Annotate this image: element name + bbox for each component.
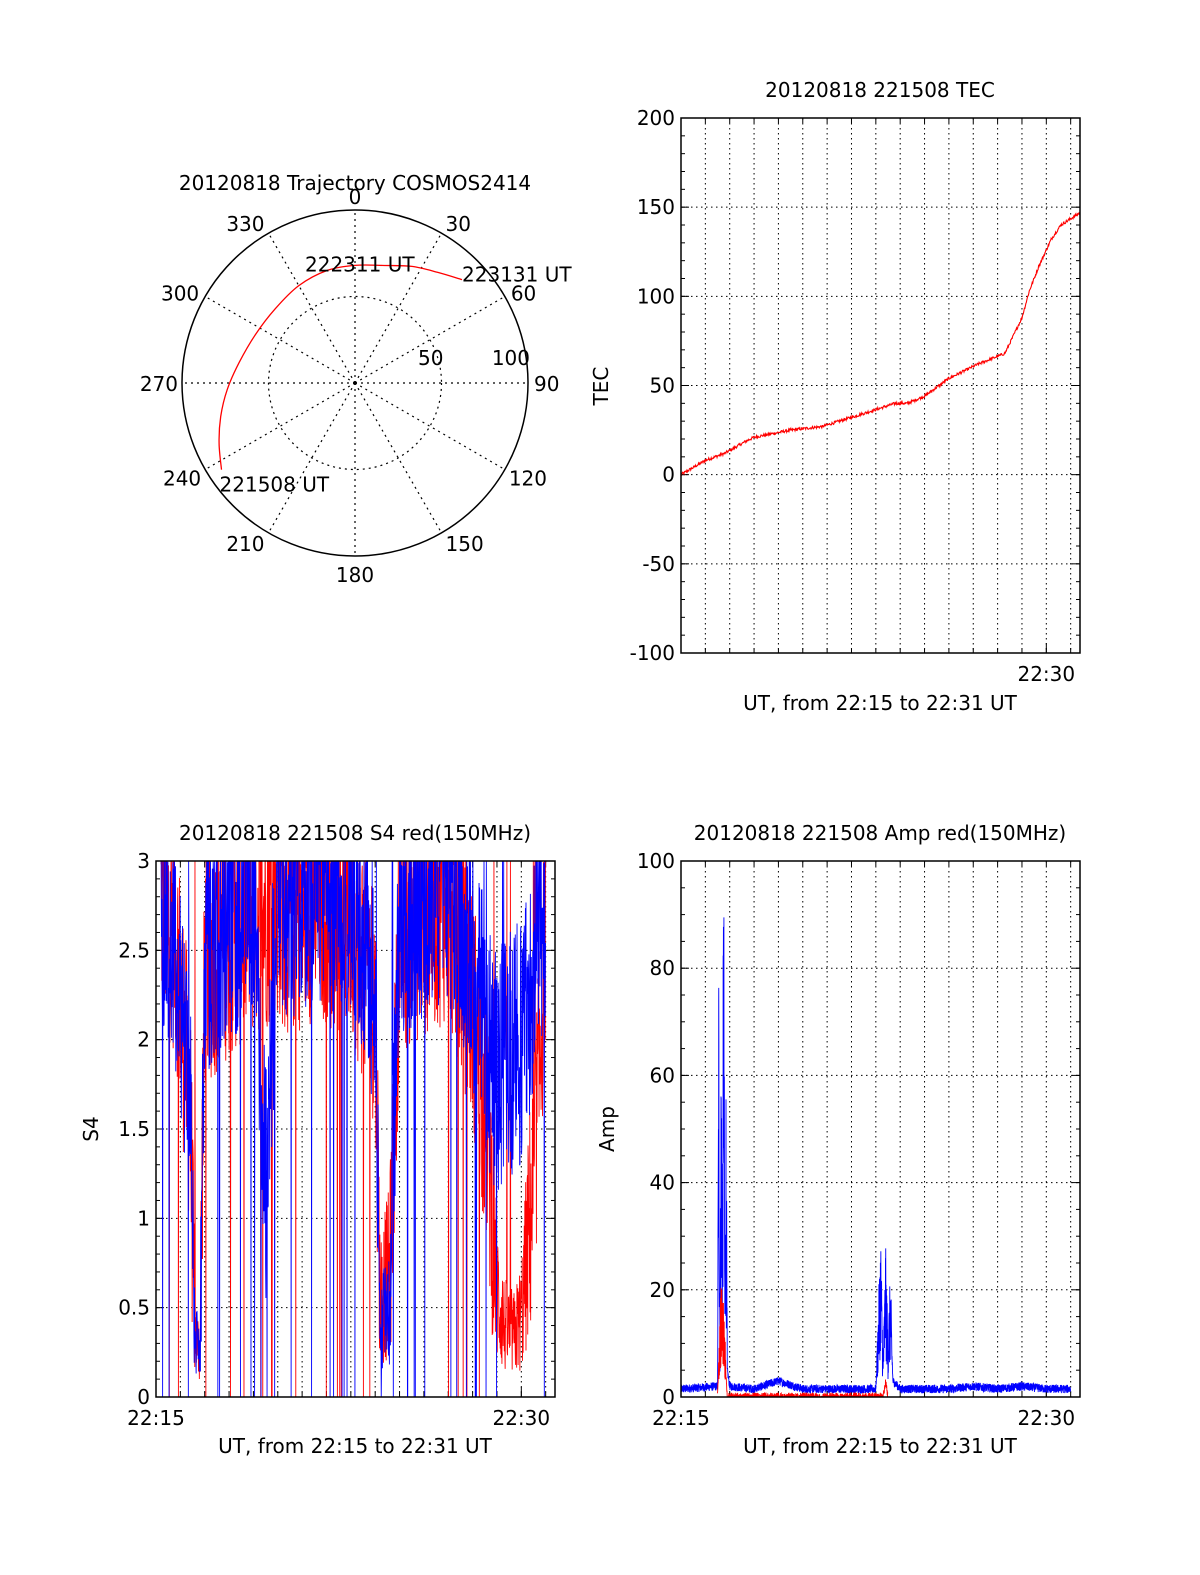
y-tick-label: 80 bbox=[650, 956, 675, 980]
series-line bbox=[681, 211, 1080, 477]
axes-frame bbox=[680, 117, 1081, 654]
polar-title: 20120818 Trajectory COSMOS2414 bbox=[179, 171, 531, 195]
polar-azimuth-label: 30 bbox=[446, 212, 471, 236]
tec-xlabel: UT, from 22:15 to 22:31 UT bbox=[743, 691, 1018, 715]
polar-annotations: 221508 UT 222311 UT 223131 UT bbox=[220, 252, 573, 496]
y-tick-label: 2.5 bbox=[118, 938, 150, 962]
polar-radial-label: 50 bbox=[418, 346, 443, 370]
s4-plot-area: 0 0.5 1 1.5 2 2.5 3 22:15 22:30 bbox=[118, 849, 556, 1430]
polar-outer-circle bbox=[181, 209, 529, 557]
polar-spoke bbox=[354, 295, 506, 384]
x-tick-label: 22:15 bbox=[652, 1406, 710, 1430]
s4-xlabel: UT, from 22:15 to 22:31 UT bbox=[218, 1434, 493, 1458]
polar-trajectory-trace bbox=[218, 264, 463, 470]
series-group bbox=[160, 861, 546, 1397]
polar-spoke bbox=[267, 232, 356, 384]
polar-azimuth-label: 150 bbox=[446, 532, 484, 556]
series-group bbox=[681, 211, 1080, 477]
tec-plot-panel: 20120818 221508 TEC UT, from 22:15 to 22… bbox=[589, 78, 1081, 715]
polar-azimuth-label: 270 bbox=[140, 372, 178, 396]
y-tick-label: 200 bbox=[637, 106, 675, 130]
y-tick-label: 0 bbox=[662, 1385, 675, 1409]
polar-azimuth-label: 90 bbox=[534, 372, 559, 396]
y-tick-label: 2 bbox=[137, 1028, 150, 1052]
polar-trajectory-line bbox=[218, 264, 463, 470]
polar-spoke bbox=[354, 382, 506, 471]
polar-trajectory-panel: 20120818 Trajectory COSMOS2414 0 30 60 90 12… bbox=[140, 171, 573, 587]
tec-ylabel: TEC bbox=[589, 367, 613, 407]
x-tick-label: 22:15 bbox=[127, 1406, 185, 1430]
y-tick-label: 20 bbox=[650, 1278, 675, 1302]
s4-ylabel: S4 bbox=[79, 1116, 103, 1141]
polar-azimuth-label: 300 bbox=[161, 282, 199, 306]
amp-title: 20120818 221508 Amp red(150MHz) bbox=[694, 821, 1066, 845]
s4-plot-panel: 20120818 221508 S4 red(150MHz) UT, from … bbox=[79, 821, 556, 1458]
amp-plot-area: 0 20 40 60 80 100 22:15 22:30 bbox=[637, 849, 1081, 1430]
polar-azimuth-label: 120 bbox=[509, 467, 547, 491]
polar-time-annotation: 223131 UT bbox=[462, 263, 572, 287]
axes-frame bbox=[680, 860, 1081, 1398]
y-tick-label: 100 bbox=[637, 284, 675, 308]
y-tick-label: 150 bbox=[637, 195, 675, 219]
tec-plot-area: -100 -50 0 50 100 150 200 22:30 bbox=[630, 106, 1081, 686]
polar-grid bbox=[181, 209, 529, 557]
y-tick-label: 1.5 bbox=[118, 1117, 150, 1141]
polar-radial-ring bbox=[267, 295, 443, 471]
polar-spoke bbox=[204, 295, 356, 384]
y-tick-label: 0 bbox=[137, 1385, 150, 1409]
series-line bbox=[681, 917, 1072, 1395]
x-tick-label: 22:30 bbox=[1017, 662, 1075, 686]
y-tick-label: -100 bbox=[630, 641, 675, 665]
polar-spoke bbox=[354, 382, 443, 534]
amp-ylabel: Amp bbox=[595, 1106, 619, 1152]
y-tick-label: 0 bbox=[662, 463, 675, 487]
polar-azimuth-label: 240 bbox=[163, 467, 201, 491]
y-tick-label: 40 bbox=[650, 1171, 675, 1195]
s4-title: 20120818 221508 S4 red(150MHz) bbox=[179, 821, 531, 845]
axes-frame bbox=[155, 860, 556, 1398]
polar-spoke bbox=[204, 382, 356, 471]
polar-radial-labels: 50 100 bbox=[418, 346, 530, 370]
x-tick-label: 22:30 bbox=[492, 1406, 550, 1430]
tec-title: 20120818 221508 TEC bbox=[765, 78, 995, 102]
x-tick-label: 22:30 bbox=[1017, 1406, 1075, 1430]
amp-xlabel: UT, from 22:15 to 22:31 UT bbox=[743, 1434, 1018, 1458]
y-tick-label: 1 bbox=[137, 1206, 150, 1230]
polar-spoke bbox=[267, 382, 356, 534]
polar-time-annotation: 222311 UT bbox=[305, 252, 415, 276]
polar-azimuth-label: 60 bbox=[511, 282, 536, 306]
y-tick-label: 60 bbox=[650, 1063, 675, 1087]
y-tick-label: 100 bbox=[637, 849, 675, 873]
polar-spoke bbox=[354, 232, 443, 384]
polar-azimuth-label: 210 bbox=[226, 532, 264, 556]
polar-azimuth-label: 180 bbox=[336, 563, 374, 587]
y-tick-label: -50 bbox=[642, 552, 675, 576]
polar-radial-label: 100 bbox=[492, 346, 530, 370]
y-tick-label: 50 bbox=[650, 374, 675, 398]
polar-azimuth-label: 0 bbox=[349, 185, 362, 209]
y-tick-label: 0.5 bbox=[118, 1296, 150, 1320]
y-tick-label: 3 bbox=[137, 849, 150, 873]
polar-azimuth-labels: 0 30 60 90 120 150 180 210 240 270 300 330 bbox=[140, 185, 560, 587]
polar-azimuth-label: 330 bbox=[226, 212, 264, 236]
series-line bbox=[160, 861, 546, 1397]
polar-time-annotation: 221508 UT bbox=[220, 473, 330, 497]
amp-plot-panel: 20120818 221508 Amp red(150MHz) UT, from… bbox=[595, 821, 1081, 1458]
